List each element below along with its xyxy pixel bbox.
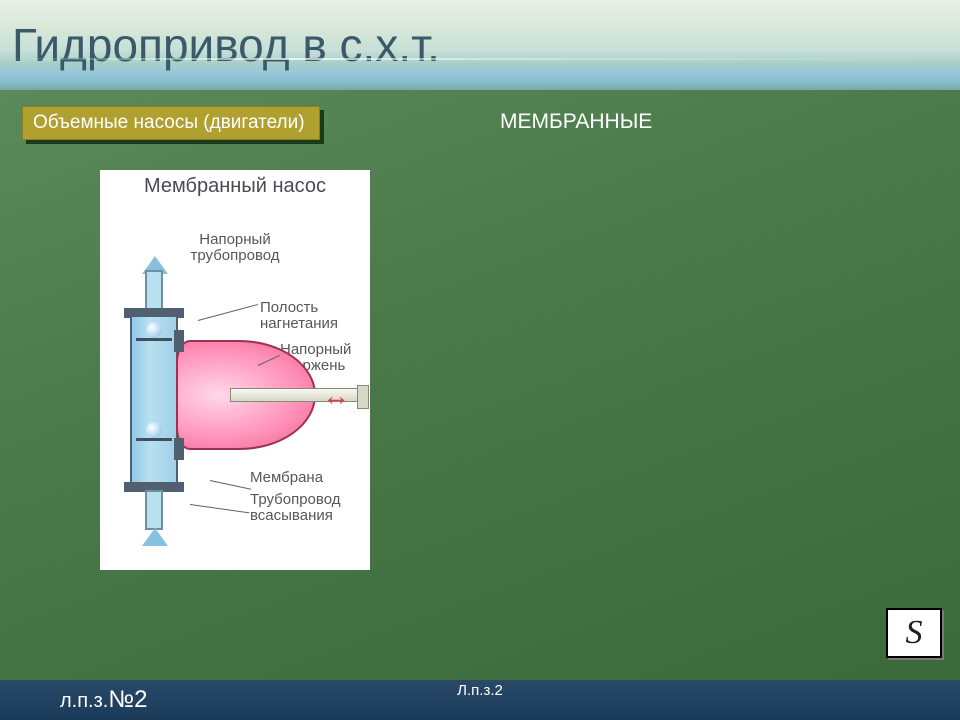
valve-ball-lower (146, 422, 162, 438)
label-polost: Полость нагнетания (260, 300, 370, 332)
slide-title: Гидропривод в с.х.т. (12, 18, 440, 72)
logo-glyph: S (906, 614, 923, 652)
label-trub-vsas: Трубопровод всасывания (250, 492, 370, 524)
slide-footer: Л.п.з.2 л.п.з.№2 (0, 680, 960, 720)
leader-line (198, 304, 258, 321)
rod-motion-arrow-icon: ↔ (322, 380, 344, 412)
slide-header: Гидропривод в с.х.т. (0, 0, 960, 90)
footer-left-number: №2 (108, 686, 147, 713)
leader-line (210, 480, 251, 490)
footer-left: л.п.з.№2 (60, 686, 147, 714)
valve-lower (136, 438, 172, 441)
section-chip-label: Объемные насосы (двигатели) (33, 112, 305, 134)
pipe-bottom (145, 490, 163, 530)
slide-body: Объемные насосы (двигатели) МЕМБРАННЫЕ М… (0, 90, 960, 680)
corner-logo: S (886, 608, 942, 658)
footer-left-prefix: л.п.з. (60, 690, 108, 712)
section-chip: Объемные насосы (двигатели) (22, 106, 320, 140)
flow-arrow-bottom-icon (142, 528, 168, 546)
label-membrana: Мембрана (250, 470, 360, 486)
pipe-top (145, 270, 163, 310)
label-napor-trub: Напорный трубопровод (160, 232, 310, 264)
push-rod (230, 388, 368, 402)
diagram-title: Мембранный насос (100, 176, 370, 197)
leader-line (190, 504, 250, 513)
section-subtitle: МЕМБРАННЫЕ (500, 110, 652, 134)
pump-diagram: Мембранный насос Напорный трубопровод По… (100, 170, 370, 570)
flange-bottom (174, 438, 184, 460)
flange-top (174, 330, 184, 352)
valve-ball-upper (146, 322, 162, 338)
valve-upper (136, 338, 172, 341)
